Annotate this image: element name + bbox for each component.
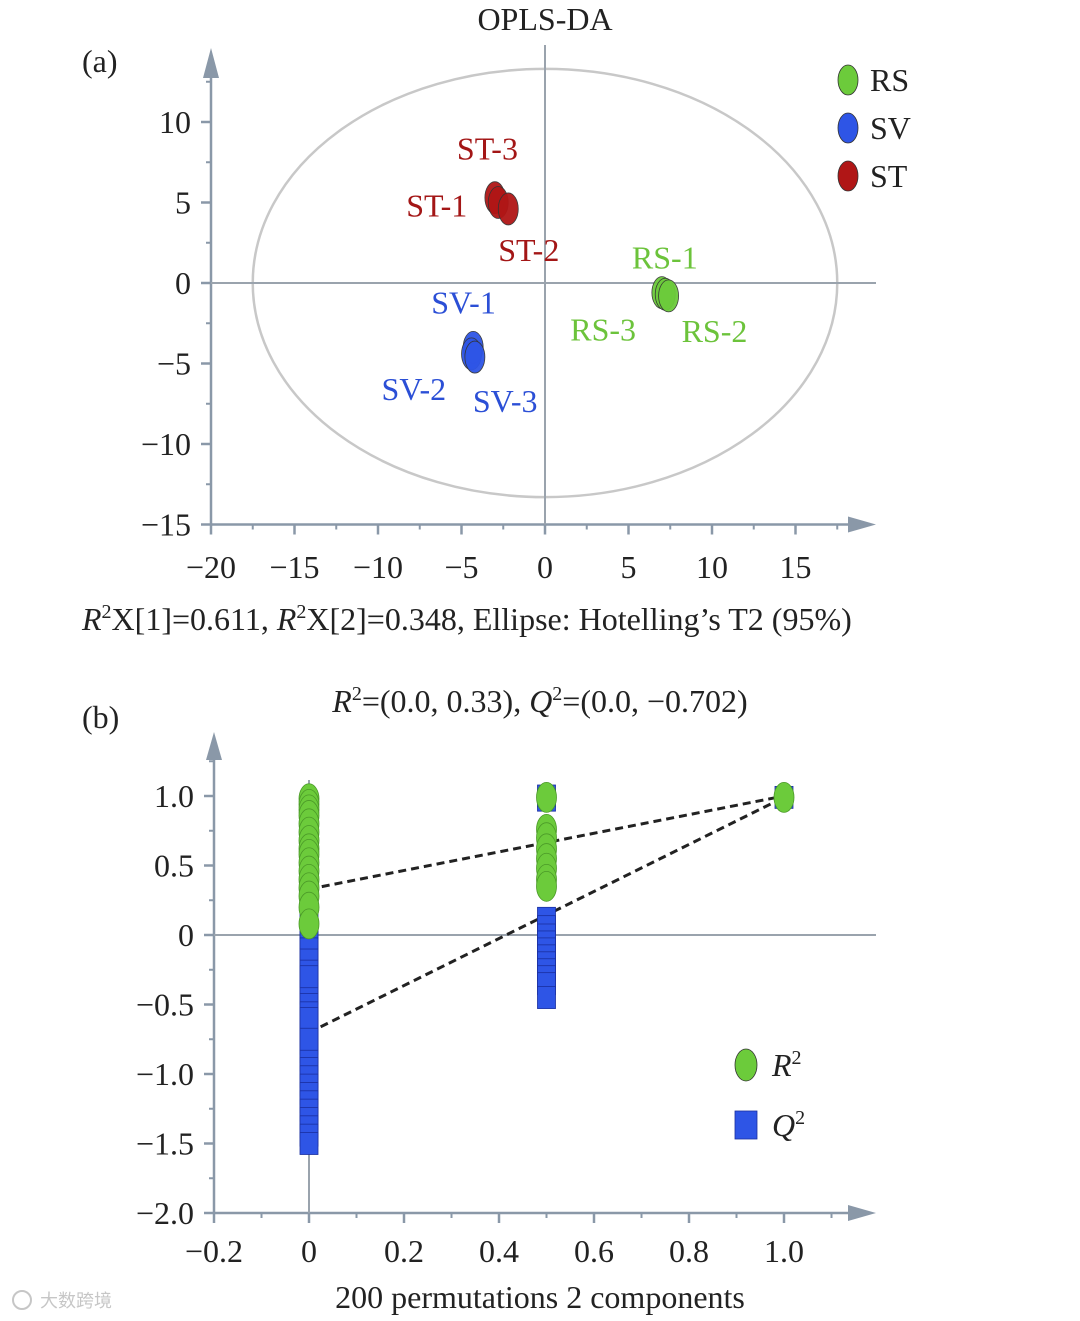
watermark-text: 大数跨境 [40, 1291, 112, 1311]
y-tick-label: 0 [178, 917, 194, 953]
watermark-logo: 大数跨境 [12, 1290, 112, 1311]
x-tick-label: 5 [621, 549, 637, 585]
y-tick-label: 1.0 [154, 778, 194, 814]
x-tick-label: 0.4 [479, 1233, 519, 1269]
r2-point [298, 908, 320, 940]
score-point-rs-2 [658, 279, 679, 313]
r2-point [536, 870, 557, 902]
y-axis-arrow [206, 732, 222, 760]
panel-b-points [298, 781, 795, 1155]
regression-line-r2 [308, 794, 785, 891]
point-label-rs-2: RS-2 [682, 313, 748, 349]
x-tick-label: −10 [353, 549, 403, 585]
panel-b-x-axis-label: 200 permutations 2 components [335, 1279, 745, 1315]
legend-label-rs: RS [870, 62, 909, 98]
panel-a-axes: −15 −10 −5 0 5 10 −20 −15 −10 −5 0 5 10 15 [141, 45, 876, 585]
x-tick-label: 0 [537, 549, 553, 585]
y-tick-label: −0.5 [136, 987, 194, 1023]
legend-marker-st [837, 160, 859, 192]
panel-a-opls-da: OPLS-DA (a) −15 −10 −5 0 5 10 −20 −15 −10 −5 0 5 10 1… [81, 1, 911, 637]
q2-point [299, 1027, 319, 1051]
panel-b-axes: −2.0 −1.5 −1.0 −0.5 0 0.5 1.0 −0.2 0 0.2 0.4 0.6 0.8… [136, 732, 876, 1269]
y-tick-label: −1.0 [136, 1056, 194, 1092]
q2-point [299, 965, 319, 989]
score-point-sv-3 [464, 340, 486, 374]
legend-marker-sv [837, 112, 859, 144]
title-q-values: =(0.0, −0.702) [562, 683, 747, 719]
legend-marker-rs [837, 64, 859, 96]
y-tick-label: 10 [159, 104, 191, 140]
x-axis-arrow [848, 1205, 876, 1221]
caption-sup-1: 2 [102, 601, 112, 623]
x-tick-label: −0.2 [185, 1233, 243, 1269]
panel-a-points [461, 181, 679, 374]
x-tick-label: 0 [301, 1233, 317, 1269]
title-q: Q [529, 683, 552, 719]
q2-point [299, 1007, 319, 1030]
score-point-st-2 [497, 192, 519, 226]
caption-text-2: X[2]=0.348, Ellipse: Hotelling’s T2 (95%… [306, 601, 851, 637]
x-tick-label: −20 [186, 549, 236, 585]
point-label-sv-1: SV-1 [431, 284, 496, 320]
panel-a-legend: RS SV ST [837, 62, 911, 194]
x-tick-label: 10 [696, 549, 728, 585]
point-label-sv-2: SV-2 [382, 371, 447, 407]
y-tick-label: −5 [157, 346, 191, 382]
panel-a-label: (a) [82, 43, 118, 79]
title-r: R [331, 683, 352, 719]
y-tick-label: −1.5 [136, 1126, 194, 1162]
x-tick-label: −15 [269, 549, 319, 585]
q2-point [299, 1132, 319, 1155]
x-tick-label: −5 [444, 549, 478, 585]
y-tick-label: −15 [141, 507, 191, 543]
y-tick-label: 0.5 [154, 848, 194, 884]
y-tick-label: −2.0 [136, 1195, 194, 1231]
y-tick-label: 5 [175, 185, 191, 221]
point-label-st-2: ST-2 [498, 232, 559, 268]
panel-b-title: R2=(0.0, 0.33), Q2=(0.0, −0.702) [331, 683, 747, 719]
panel-a-title: OPLS-DA [477, 1, 612, 37]
panel-a-point-labels: RS-1 RS-3 RS-2 SV-1 SV-2 SV-3 ST-3 ST-1 ST-2 [382, 131, 748, 419]
y-tick-label: 0 [175, 265, 191, 301]
title-r-values: =(0.0, 0.33), [362, 683, 529, 719]
point-label-sv-3: SV-3 [473, 383, 538, 419]
legend-label-sv: SV [870, 110, 911, 146]
caption-r-1: R [81, 601, 102, 637]
x-tick-label: 15 [780, 549, 812, 585]
point-label-st-3: ST-3 [457, 131, 518, 167]
caption-text-1: X[1]=0.611, [112, 601, 277, 637]
legend-marker-r2 [734, 1048, 758, 1082]
point-label-st-1: ST-1 [406, 188, 467, 224]
legend-marker-q2 [734, 1110, 758, 1140]
r2-point [773, 781, 795, 813]
caption-sup-2: 2 [296, 601, 306, 623]
x-tick-label: 0.2 [384, 1233, 424, 1269]
y-axis-arrow [203, 48, 219, 78]
legend-label-st: ST [870, 158, 908, 194]
q2-point [537, 986, 556, 1009]
legend-label-q2: Q2 [772, 1107, 805, 1143]
caption-r-2: R [276, 601, 297, 637]
panel-a-caption: R2X[1]=0.611, R2X[2]=0.348, Ellipse: Hot… [81, 601, 852, 637]
point-label-rs-1: RS-1 [632, 240, 698, 276]
panel-b-legend: R2 Q2 [734, 1047, 805, 1143]
x-tick-label: 0.8 [669, 1233, 709, 1269]
point-label-rs-3: RS-3 [570, 311, 636, 347]
panel-b-permutation-test: (b) R2=(0.0, 0.33), Q2=(0.0, −0.702) −2.… [82, 683, 876, 1315]
title-q-sup: 2 [552, 683, 562, 705]
r2-point [536, 781, 557, 813]
y-tick-label: −10 [141, 426, 191, 462]
title-r-sup: 2 [352, 683, 362, 705]
watermark-icon [12, 1290, 32, 1310]
panel-b-label: (b) [82, 699, 119, 735]
x-axis-arrow [848, 516, 876, 533]
x-tick-label: 1.0 [764, 1233, 804, 1269]
x-tick-label: 0.6 [574, 1233, 614, 1269]
watermark: 大数跨境 [8, 1286, 148, 1314]
legend-label-r2: R2 [771, 1047, 802, 1083]
